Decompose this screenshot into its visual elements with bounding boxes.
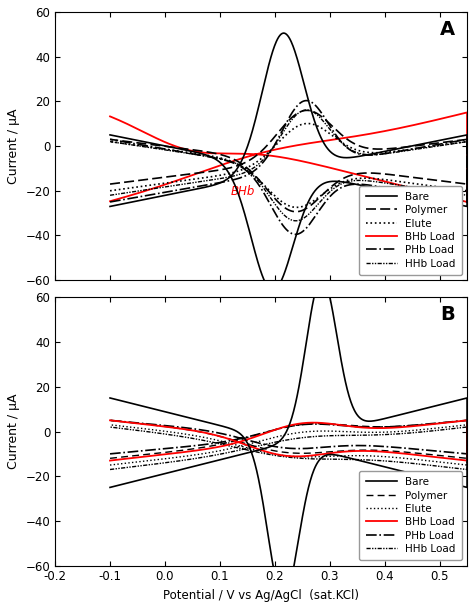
Legend: Bare, Polymer, Elute, BHb Load, PHb Load, HHb Load: Bare, Polymer, Elute, BHb Load, PHb Load… bbox=[359, 471, 462, 560]
Legend: Bare, Polymer, Elute, BHb Load, PHb Load, HHb Load: Bare, Polymer, Elute, BHb Load, PHb Load… bbox=[359, 186, 462, 275]
Text: A: A bbox=[439, 20, 455, 39]
Text: B: B bbox=[440, 306, 455, 325]
X-axis label: Potential / V vs Ag/AgCl  (sat.KCl): Potential / V vs Ag/AgCl (sat.KCl) bbox=[163, 589, 359, 602]
Y-axis label: Current / μA: Current / μA bbox=[7, 394, 20, 470]
Y-axis label: Current / μA: Current / μA bbox=[7, 108, 20, 184]
Text: BHb: BHb bbox=[231, 185, 255, 199]
